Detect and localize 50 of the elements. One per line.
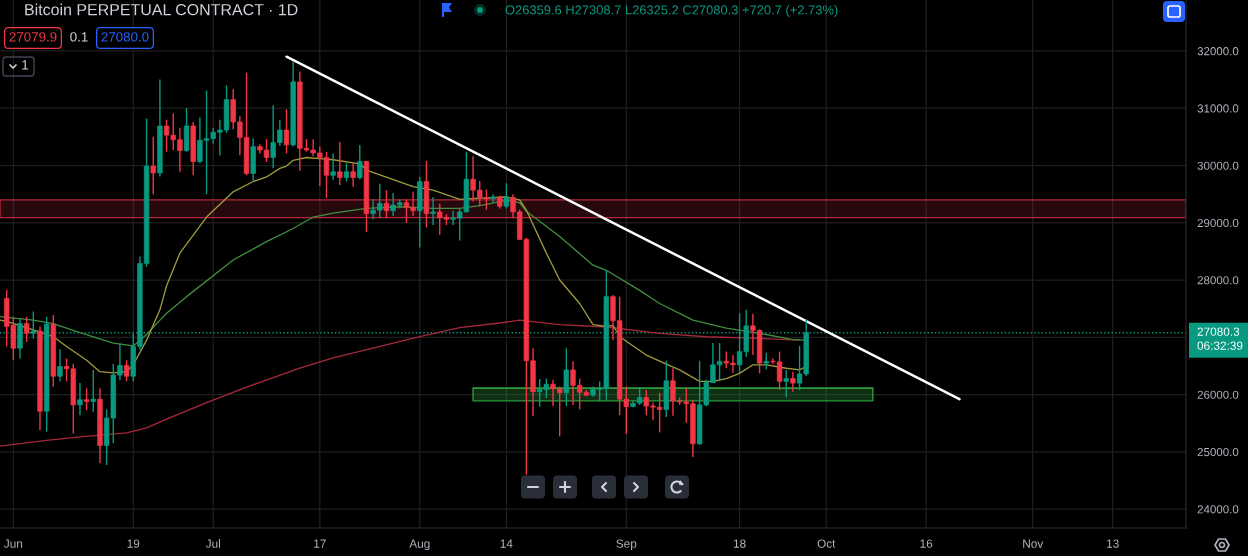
y-tick-label: 25000.0 xyxy=(1197,447,1239,457)
x-tick-label: Oct xyxy=(817,539,836,548)
y-tick-label: 24000.0 xyxy=(1197,505,1239,514)
candlestick xyxy=(283,108,290,155)
annotation: 0.1 xyxy=(70,32,88,42)
candlestick xyxy=(337,141,343,186)
x-tick-label: 14 xyxy=(500,539,513,548)
candlestick xyxy=(790,370,796,393)
candlestick xyxy=(563,347,570,407)
candlestick xyxy=(83,387,90,411)
candlestick xyxy=(150,136,156,195)
x-tick-label: Nov xyxy=(1023,539,1044,548)
ref-line-label: 27080.3 xyxy=(1197,327,1240,336)
candlestick xyxy=(357,144,363,180)
y-tick-label: 30000.0 xyxy=(1197,161,1239,170)
y-tick-label: 31000.0 xyxy=(1197,104,1239,113)
candlestick xyxy=(330,152,336,181)
text: 06:32:39 xyxy=(1197,341,1243,350)
x-tick-label: Aug xyxy=(409,539,430,551)
candlestick xyxy=(503,182,510,210)
x-tick-label: 18 xyxy=(733,539,746,548)
annotation: 1 xyxy=(22,60,29,70)
annotation: O26359.6 H27308.7 L26325.2 C27080.3 +720.7 (+2.73%) xyxy=(505,4,838,18)
candlestick xyxy=(23,315,30,343)
annotation: 27079.9 xyxy=(9,32,57,42)
x-tick-label: 16 xyxy=(920,539,933,548)
candlestick xyxy=(350,162,356,188)
candlestick xyxy=(30,310,36,340)
candlestick xyxy=(90,369,96,413)
candlestick xyxy=(123,359,130,383)
candlestick xyxy=(783,369,789,399)
y-tick-label: 26000.0 xyxy=(1197,390,1239,399)
annotation: 27080.0 xyxy=(101,32,149,42)
x-tick-label: Jun xyxy=(3,539,23,548)
candlestick xyxy=(383,189,390,219)
candlestick xyxy=(343,162,350,183)
candlestick xyxy=(490,193,496,204)
candlestick xyxy=(77,382,83,416)
y-tick-label: 29000.0 xyxy=(1197,218,1239,228)
line-series xyxy=(0,319,801,447)
candlestick xyxy=(57,348,63,383)
x-tick-label: 17 xyxy=(314,539,326,548)
x-tick-label: 19 xyxy=(127,539,140,548)
x-tick-label: 13 xyxy=(1107,539,1119,548)
x-tick-label: Sep xyxy=(616,539,637,551)
chart-title: Bitcoin PERPETUAL CONTRACT · 1D xyxy=(25,3,298,16)
x-tick-label: Jul xyxy=(205,539,220,548)
y-tick-label: 32000.0 xyxy=(1197,47,1239,56)
candlestick xyxy=(430,196,436,226)
y-tick-label: 28000.0 xyxy=(1197,276,1239,285)
